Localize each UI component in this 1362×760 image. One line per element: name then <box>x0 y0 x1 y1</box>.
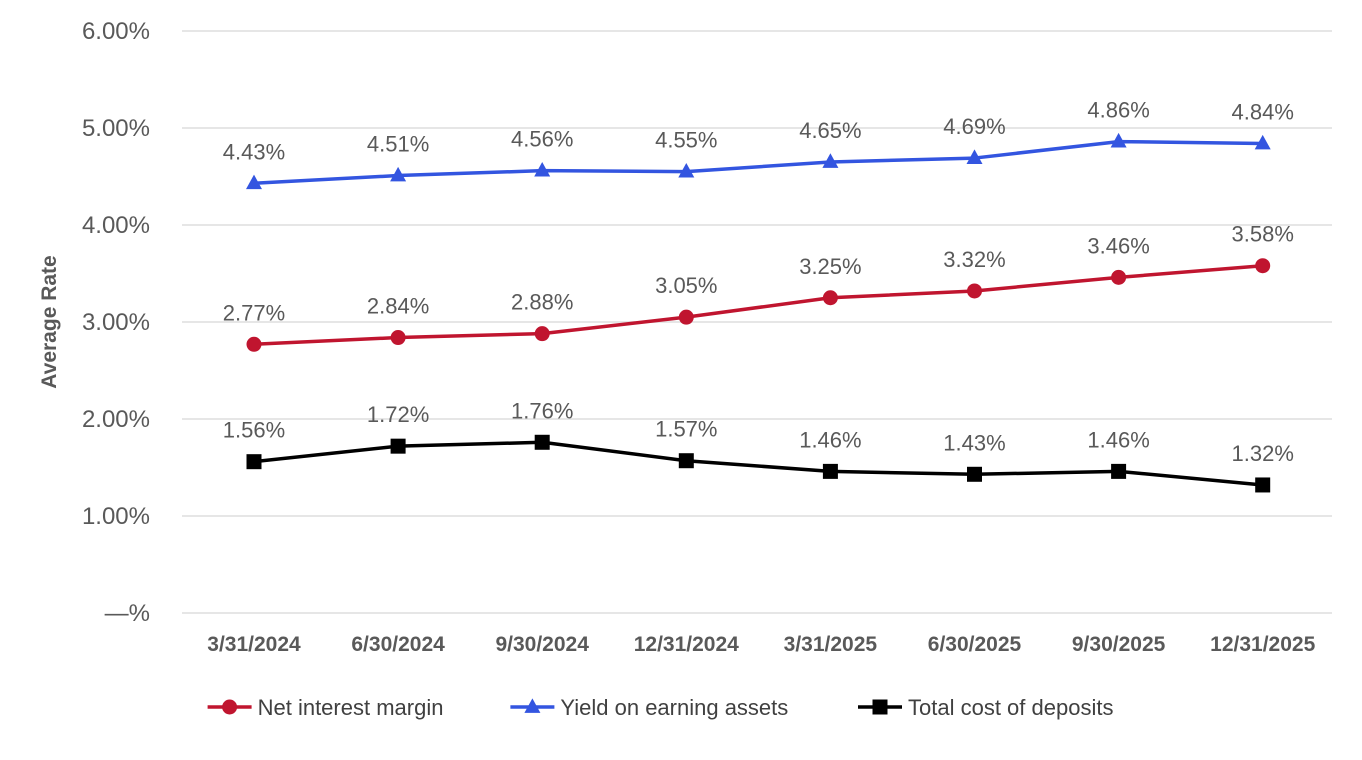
y-tick-label: 1.00% <box>82 503 150 530</box>
data-point-net-interest-margin <box>534 326 550 342</box>
legend-marker-net-interest-margin <box>222 699 238 715</box>
data-point-yield-on-earning-assets <box>822 153 839 168</box>
series-line-net-interest-margin <box>253 263 1263 347</box>
x-tick-label: 9/30/2025 <box>1072 633 1166 656</box>
data-label-total-cost-of-deposits: 1.46% <box>799 427 861 452</box>
legend-label-yield-on-earning-assets: Yield on earning assets <box>560 695 788 720</box>
data-point-total-cost-of-deposits <box>534 434 550 450</box>
data-label-total-cost-of-deposits: 1.56% <box>223 418 285 443</box>
data-point-total-cost-of-deposits <box>390 438 406 454</box>
gridlines <box>182 30 1332 614</box>
series-yield-on-earning-assets <box>246 132 1271 190</box>
data-label-yield-on-earning-assets: 4.56% <box>511 127 573 152</box>
legend-label-total-cost-of-deposits: Total cost of deposits <box>908 695 1113 720</box>
data-point-yield-on-earning-assets <box>966 149 983 164</box>
data-label-total-cost-of-deposits: 1.32% <box>1232 441 1294 466</box>
data-point-total-cost-of-deposits <box>822 463 838 479</box>
y-axis-label: Average Rate <box>38 255 61 388</box>
data-label-net-interest-margin: 2.84% <box>367 294 429 319</box>
legend-marker-yield-on-earning-assets <box>524 698 541 713</box>
data-label-total-cost-of-deposits: 1.72% <box>367 402 429 427</box>
series-layer <box>246 132 1271 493</box>
data-label-yield-on-earning-assets: 4.43% <box>223 139 285 164</box>
y-axis-ticks: —% 1.00% 2.00% 3.00% 4.00% 5.00% 6.00% <box>82 18 150 627</box>
data-point-net-interest-margin <box>822 290 838 306</box>
data-point-net-interest-margin <box>390 330 406 346</box>
x-tick-label: 9/30/2024 <box>495 633 589 656</box>
data-point-total-cost-of-deposits <box>1255 477 1271 493</box>
data-label-net-interest-margin: 2.88% <box>511 290 573 315</box>
x-axis-ticks: 3/31/2024 6/30/2024 9/30/2024 12/31/2024 3/3… <box>207 633 1315 656</box>
x-tick-label: 6/30/2024 <box>351 633 445 656</box>
x-tick-label: 3/31/2024 <box>207 633 301 656</box>
y-tick-label: 3.00% <box>82 309 150 336</box>
legend-label-net-interest-margin: Net interest margin <box>258 695 444 720</box>
data-point-yield-on-earning-assets <box>246 174 262 190</box>
x-tick-label: 12/31/2024 <box>634 633 739 656</box>
data-labels: 2.77% 2.84% 2.88% 3.05% 3.25% 3.32% 3.46% 3.58%… <box>223 98 1294 466</box>
data-label-net-interest-margin: 3.25% <box>799 254 861 279</box>
y-tick-label: 5.00% <box>82 115 150 142</box>
data-point-net-interest-margin <box>1255 258 1271 274</box>
x-tick-label: 3/31/2025 <box>784 633 878 656</box>
data-label-net-interest-margin: 2.77% <box>223 300 285 325</box>
series-net-interest-margin <box>246 258 1271 352</box>
data-label-yield-on-earning-assets: 4.69% <box>943 114 1005 139</box>
legend-item-net-interest-margin: Net interest margin <box>207 695 444 720</box>
y-tick-label: 6.00% <box>82 18 150 45</box>
y-tick-label: 4.00% <box>82 212 150 239</box>
data-label-total-cost-of-deposits: 1.43% <box>943 430 1005 455</box>
data-point-total-cost-of-deposits <box>678 453 694 469</box>
series-line-total-cost-of-deposits <box>253 440 1263 487</box>
data-label-net-interest-margin: 3.46% <box>1087 233 1149 258</box>
data-label-yield-on-earning-assets: 4.51% <box>367 132 429 157</box>
series-line-yield-on-earning-assets <box>253 139 1263 186</box>
y-tick-label: 2.00% <box>82 406 150 433</box>
data-label-total-cost-of-deposits: 1.76% <box>511 398 573 423</box>
data-point-total-cost-of-deposits <box>246 454 262 470</box>
data-label-net-interest-margin: 3.05% <box>655 273 717 298</box>
data-label-total-cost-of-deposits: 1.46% <box>1087 427 1149 452</box>
data-point-yield-on-earning-assets <box>1110 132 1127 148</box>
data-label-yield-on-earning-assets: 4.65% <box>799 118 861 143</box>
data-point-net-interest-margin <box>678 309 694 325</box>
data-label-net-interest-margin: 3.58% <box>1232 222 1294 247</box>
x-tick-label: 12/31/2025 <box>1210 633 1315 656</box>
data-label-net-interest-margin: 3.32% <box>943 247 1005 272</box>
data-point-total-cost-of-deposits <box>1111 463 1127 479</box>
data-label-yield-on-earning-assets: 4.84% <box>1232 100 1294 125</box>
data-point-yield-on-earning-assets <box>534 162 551 177</box>
legend-marker-total-cost-of-deposits <box>872 699 888 715</box>
data-label-total-cost-of-deposits: 1.57% <box>655 417 717 442</box>
data-point-yield-on-earning-assets <box>390 166 407 182</box>
y-tick-label: —% <box>105 600 150 627</box>
data-point-net-interest-margin <box>1111 269 1127 285</box>
data-label-yield-on-earning-assets: 4.55% <box>655 128 717 153</box>
legend: Net interest margin Yield on earning asse… <box>207 695 1113 720</box>
data-point-total-cost-of-deposits <box>967 466 982 482</box>
data-point-yield-on-earning-assets <box>678 162 695 178</box>
series-total-cost-of-deposits <box>246 434 1271 493</box>
data-label-yield-on-earning-assets: 4.86% <box>1087 98 1149 123</box>
data-point-yield-on-earning-assets <box>1254 134 1271 150</box>
data-point-net-interest-margin <box>246 336 262 352</box>
data-point-net-interest-margin <box>967 283 982 299</box>
legend-item-yield-on-earning-assets: Yield on earning assets <box>510 695 788 720</box>
x-tick-label: 6/30/2025 <box>928 633 1022 656</box>
legend-item-total-cost-of-deposits: Total cost of deposits <box>858 695 1113 720</box>
